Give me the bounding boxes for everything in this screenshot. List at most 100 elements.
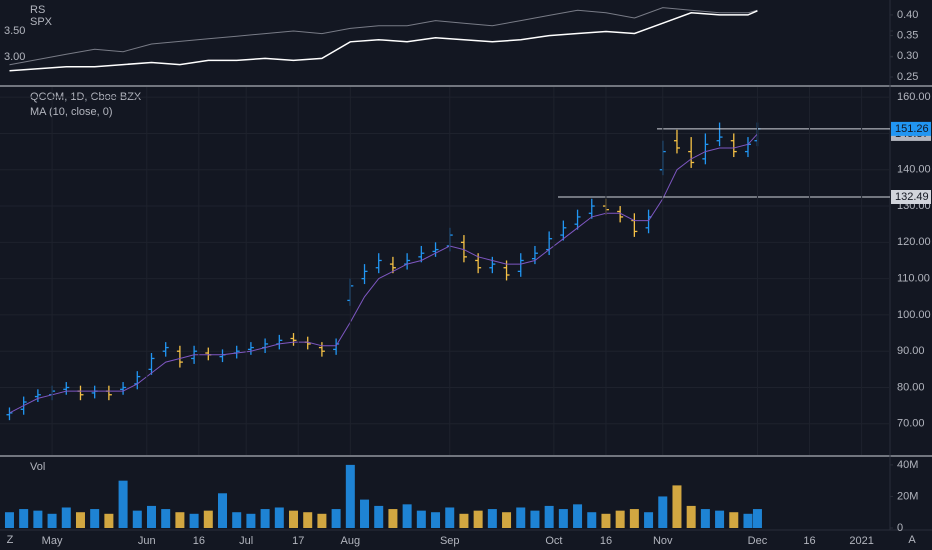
ohlc-bar (617, 206, 624, 223)
volume-bar (573, 504, 583, 528)
y-tick-label: 120.00 (897, 236, 931, 248)
x-tick-label: 16 (600, 535, 612, 547)
ohlc-bar (375, 253, 382, 274)
ohlc-bar (120, 382, 127, 395)
ohlc-bar (560, 220, 567, 241)
volume-bar (260, 509, 270, 528)
volume-bar (530, 510, 540, 528)
volume-bar (715, 510, 725, 528)
ohlc-bar (418, 245, 425, 263)
y-tick-label: 0.40 (897, 9, 918, 21)
y-tick-label: 0.30 (897, 50, 918, 62)
ohlc-bar (432, 242, 439, 257)
ohlc-bar (716, 122, 723, 147)
ohlc-bar (588, 198, 595, 219)
volume-bar (374, 505, 384, 528)
y-tick-label: 0.25 (897, 71, 918, 83)
volume-bar (203, 510, 213, 528)
y-tick-label: 3.50 (4, 25, 25, 37)
volume-bar (558, 509, 568, 528)
footer-left[interactable]: Z (7, 534, 14, 546)
x-tick-label: Nov (653, 535, 673, 547)
x-tick-label: 16 (803, 535, 815, 547)
series-line (9, 10, 758, 72)
volume-bar (445, 507, 455, 528)
volume-bar (4, 512, 14, 528)
volume-bar (345, 464, 355, 528)
volume-bar (743, 513, 753, 528)
y-tick-label: 100.00 (897, 309, 931, 321)
volume-bar (644, 512, 654, 528)
x-tick-label: Sep (440, 535, 460, 547)
volume-bar (19, 509, 29, 528)
ohlc-bar (34, 389, 41, 403)
volume-bar (317, 513, 327, 528)
volume-bar (75, 512, 85, 528)
volume-legend: Vol (30, 461, 45, 473)
volume-bar (502, 512, 512, 528)
volume-bar (118, 480, 128, 528)
x-tick-label: May (42, 535, 63, 547)
volume-bar (700, 509, 710, 528)
volume-bar (544, 505, 554, 528)
volume-bar (289, 510, 299, 528)
volume-bar (161, 509, 171, 528)
x-tick-label: 17 (292, 535, 304, 547)
volume-bar (587, 512, 597, 528)
volume-bar (516, 507, 526, 528)
level-label-box (891, 190, 931, 205)
y-tick-label: 160.00 (897, 91, 931, 103)
ohlc-bar (389, 256, 396, 274)
volume-bar (104, 513, 114, 528)
volume-bar (218, 493, 227, 528)
volume-bar (146, 505, 156, 528)
ohlc-bar (318, 342, 325, 357)
volume-bar (274, 507, 284, 528)
y-tick-label: 110.00 (897, 273, 930, 285)
volume-bar (487, 509, 497, 528)
volume-bar (33, 510, 43, 528)
series-line (9, 7, 758, 66)
price-label-box (891, 121, 931, 136)
volume-bar (601, 513, 611, 528)
volume-bar (232, 512, 242, 528)
footer-right[interactable]: A (908, 534, 916, 546)
ohlc-bar (63, 382, 70, 395)
volume-bar (189, 513, 199, 528)
volume-bar (132, 510, 142, 528)
ohlc-bar (162, 342, 169, 357)
y-tick-label: 0.35 (897, 30, 918, 42)
x-tick-label: Dec (748, 535, 768, 547)
volume-bar (90, 509, 100, 528)
ohlc-bar (361, 264, 368, 285)
ohlc-bar (247, 342, 254, 355)
ma-line (9, 133, 758, 414)
volume-bar (402, 504, 412, 528)
ohlc-bar (730, 133, 737, 158)
volume-bar (752, 509, 762, 528)
volume-bar (47, 513, 57, 528)
ohlc-bar (290, 333, 297, 346)
x-tick-label: 16 (193, 535, 205, 547)
ohlc-bar (517, 253, 524, 277)
y-tick-label: 90.00 (897, 345, 925, 357)
volume-bar (388, 509, 398, 528)
volume-bar (473, 510, 483, 528)
volume-bar (629, 509, 639, 528)
ohlc-bar (702, 133, 709, 165)
level-label: 132.49 (895, 191, 929, 203)
volume-bar (61, 507, 71, 528)
x-tick-label: Jun (138, 535, 156, 547)
volume-bar (615, 510, 625, 528)
legend-rs: RS (30, 4, 45, 16)
y-tick-label: 0 (897, 522, 903, 534)
ohlc-bar (489, 256, 496, 274)
y-tick-label: 20M (897, 490, 918, 502)
ohlc-bar (531, 245, 538, 265)
legend-spx: SPX (30, 16, 53, 28)
volume-bar (331, 509, 341, 528)
y-tick-label: 80.00 (897, 381, 925, 393)
y-tick-label: 40M (897, 459, 918, 471)
x-tick-label: Aug (341, 535, 361, 547)
